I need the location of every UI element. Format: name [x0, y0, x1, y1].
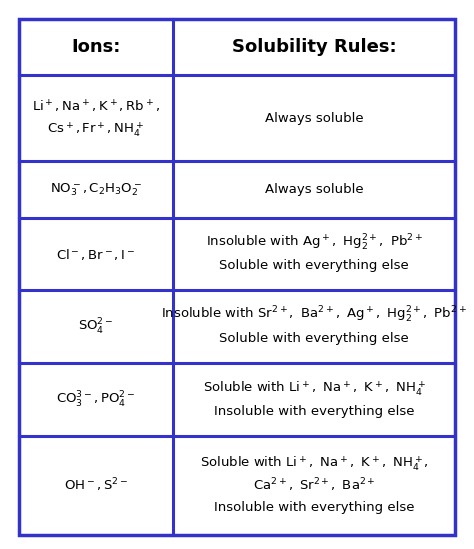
Text: $\mathregular{CO_3^{3-}, PO_4^{2-}}$: $\mathregular{CO_3^{3-}, PO_4^{2-}}$ — [56, 390, 136, 410]
Text: $\mathregular{Li^+, Na^+, K^+, Rb^+,}$: $\mathregular{Li^+, Na^+, K^+, Rb^+,}$ — [32, 99, 160, 115]
Text: Insoluble with everything else: Insoluble with everything else — [214, 405, 414, 418]
Text: Ions:: Ions: — [71, 38, 121, 57]
Text: $\mathregular{OH^-, S^{2-}}$: $\mathregular{OH^-, S^{2-}}$ — [64, 477, 128, 495]
Text: Always soluble: Always soluble — [264, 183, 364, 196]
Text: $\mathregular{Soluble\ with\ Li^+,\ Na^+,\ K^+,\ NH_4^+}$: $\mathregular{Soluble\ with\ Li^+,\ Na^+… — [203, 379, 425, 397]
Text: Solubility Rules:: Solubility Rules: — [232, 38, 396, 57]
Text: $\mathregular{Insoluble\ with\ Ag^+,\ Hg_2^{2+},\ Pb^{2+}}$: $\mathregular{Insoluble\ with\ Ag^+,\ Hg… — [206, 233, 422, 253]
Text: Insoluble with everything else: Insoluble with everything else — [214, 501, 414, 514]
Text: $\mathregular{Cl^-, Br^-, I^-}$: $\mathregular{Cl^-, Br^-, I^-}$ — [56, 247, 136, 261]
Text: $\mathregular{SO_4^{2-}}$: $\mathregular{SO_4^{2-}}$ — [78, 317, 114, 337]
Text: Soluble with everything else: Soluble with everything else — [219, 332, 409, 345]
Text: $\mathregular{Insoluble\ with\ Sr^{2+},\ Ba^{2+},\ Ag^+,\ Hg_2^{2+},\ Pb^{2+}}$: $\mathregular{Insoluble\ with\ Sr^{2+},\… — [161, 305, 467, 326]
Text: $\mathregular{Cs^+, Fr^+, NH_4^+}$: $\mathregular{Cs^+, Fr^+, NH_4^+}$ — [47, 121, 145, 139]
Text: Always soluble: Always soluble — [264, 112, 364, 125]
Text: Soluble with everything else: Soluble with everything else — [219, 259, 409, 272]
Text: $\mathregular{NO_3^-, C_2H_3O_2^-}$: $\mathregular{NO_3^-, C_2H_3O_2^-}$ — [50, 181, 142, 198]
Text: $\mathregular{Soluble\ with\ Li^+,\ Na^+,\ K^+,\ NH_4^+,}$: $\mathregular{Soluble\ with\ Li^+,\ Na^+… — [200, 455, 428, 473]
Text: $\mathregular{Ca^{2+},\ Sr^{2+},\ Ba^{2+}}$: $\mathregular{Ca^{2+},\ Sr^{2+},\ Ba^{2+… — [253, 477, 375, 495]
